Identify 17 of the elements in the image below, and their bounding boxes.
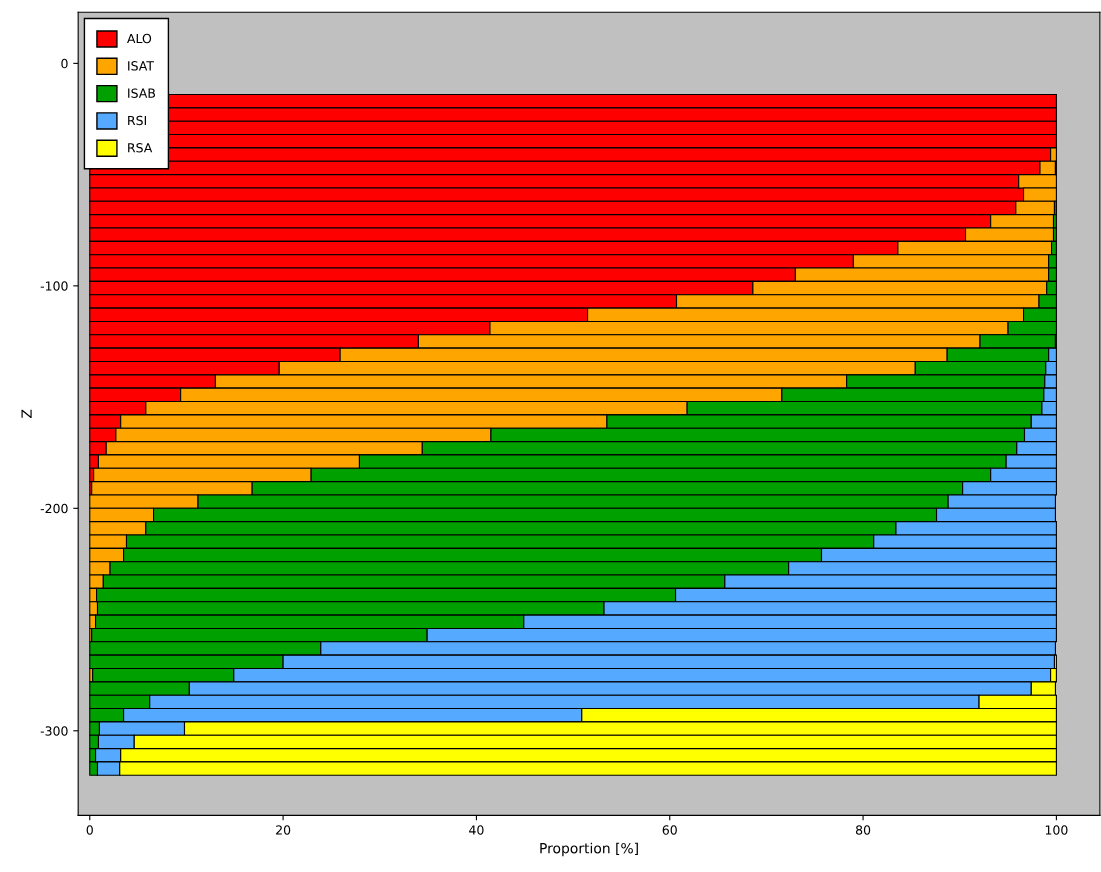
legend-label: RSI <box>128 115 146 126</box>
x-tick-label: 0 <box>86 825 93 835</box>
y-axis-title: Z <box>21 409 32 418</box>
y-tick-label: -100 <box>40 281 68 291</box>
x-axis-title: Proportion [%] <box>540 842 638 857</box>
y-tick-label: 0 <box>61 58 68 69</box>
y-tick-label: -200 <box>40 503 68 514</box>
legend-label: ALO <box>127 33 152 44</box>
legend-label: ISAT <box>128 61 155 71</box>
legend-label: RSA <box>128 143 153 153</box>
x-tick-label: 80 <box>855 825 871 835</box>
x-tick-label: 40 <box>469 825 484 835</box>
y-tick-label: -300 <box>40 726 68 736</box>
x-tick-label: 60 <box>662 825 677 835</box>
x-tick-label: 100 <box>1045 825 1068 835</box>
x-tick-label: 20 <box>276 825 291 835</box>
legend-label: ISAB <box>128 88 156 98</box>
